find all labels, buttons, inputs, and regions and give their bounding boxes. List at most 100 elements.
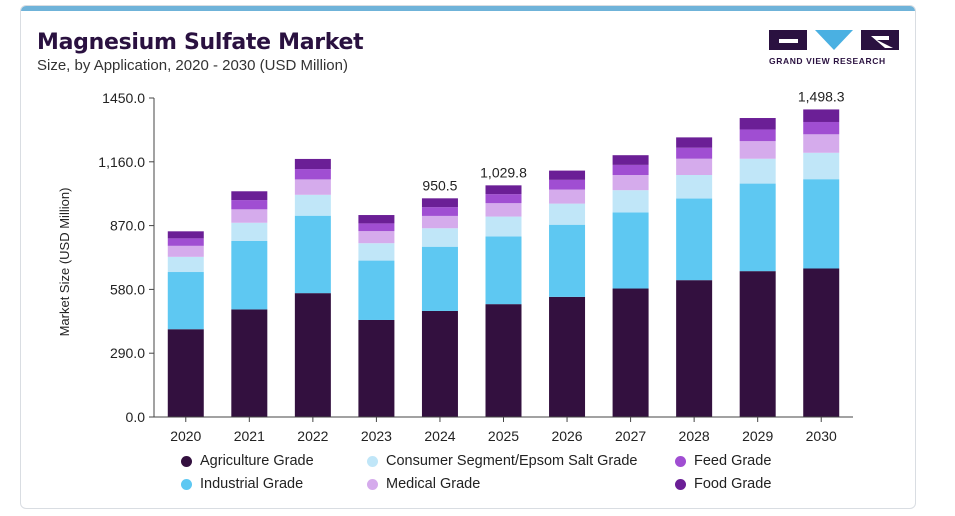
bar-segment <box>485 194 522 204</box>
legend-item: Food Grade <box>675 476 771 492</box>
bar-stack-2027 <box>612 155 649 417</box>
bar-segment <box>294 169 331 180</box>
legend-item: Feed Grade <box>675 453 771 469</box>
legend-label: Food Grade <box>694 476 772 492</box>
bar-segment <box>612 212 649 289</box>
y-tick-label: 290.0 <box>110 345 145 361</box>
bar-segment <box>803 134 840 153</box>
bar-segment <box>485 203 522 217</box>
bar-segment <box>803 152 840 180</box>
x-tick-label: 2020 <box>170 428 201 444</box>
bar-segment <box>676 147 713 159</box>
legend-label: Consumer Segment/Epsom Salt Grade <box>386 453 638 469</box>
bar-segment <box>739 271 776 417</box>
bar-segment <box>167 238 204 246</box>
legend-swatch <box>181 478 192 490</box>
bar-segment <box>549 179 586 190</box>
bar-stack-2020 <box>167 231 204 417</box>
bar-segment <box>485 216 522 237</box>
y-tick-label: 870.0 <box>110 218 145 234</box>
bar-segment <box>167 245 204 257</box>
x-tick-label: 2030 <box>806 428 837 444</box>
grand-view-research-logo <box>769 30 899 50</box>
bar-segment <box>612 175 649 191</box>
x-tick-label: 2023 <box>361 428 392 444</box>
bar-segment <box>676 158 713 175</box>
chart-card: Magnesium Sulfate Market Size, by Applic… <box>20 5 916 509</box>
bar-segment <box>167 256 204 273</box>
bar-segment <box>358 243 395 261</box>
bar-segment <box>739 118 776 130</box>
x-tick-label: 2029 <box>742 428 773 444</box>
logo-text: GRAND VIEW RESEARCH <box>769 56 886 66</box>
bar-segment <box>231 191 268 201</box>
logo-chevron <box>815 30 853 50</box>
stacked-bar-chart: Market Size (USD Million) 0.0 290.0 580.0 8… <box>57 88 853 444</box>
y-tick-label: 1,160.0 <box>98 154 145 170</box>
bar-segment <box>167 272 204 330</box>
x-axis: 2020 2021 2022 2023 2024 2025 2026 2027 2028 2029… <box>154 416 853 444</box>
bar-segment <box>358 231 395 244</box>
bar-segment <box>485 236 522 305</box>
bar-segment <box>676 175 713 199</box>
bar-segment <box>739 141 776 159</box>
y-tick-label: 1450.0 <box>102 90 145 106</box>
bar-segment <box>803 179 840 269</box>
legend: Agriculture Grade Consumer Segment/Epsom … <box>181 453 821 499</box>
y-tick-label: 0.0 <box>126 409 146 425</box>
bar-stack-2024 <box>421 198 458 417</box>
bar-stack-2025 <box>485 185 522 417</box>
bar-segment <box>358 223 395 232</box>
legend-swatch <box>367 455 378 467</box>
bar-segment <box>803 121 840 135</box>
x-tick-label: 2022 <box>297 428 328 444</box>
x-tick-label: 2027 <box>615 428 646 444</box>
bar-segment <box>549 203 586 225</box>
bar-stack-2021 <box>231 191 268 417</box>
y-axis: 0.0 290.0 580.0 870.0 1,160.0 1450.0 <box>98 90 155 425</box>
chart-title: Magnesium Sulfate Market <box>37 30 364 55</box>
bar-segment <box>294 158 331 170</box>
bar-stack-2026 <box>549 170 586 417</box>
legend-label: Medical Grade <box>386 476 481 492</box>
bar-segment <box>358 319 395 417</box>
legend-label: Industrial Grade <box>200 476 304 492</box>
x-tick-label: 2028 <box>679 428 710 444</box>
x-tick-label: 2026 <box>551 428 582 444</box>
bar-segment <box>167 329 204 417</box>
bar-segment <box>421 198 458 208</box>
bar-segment <box>294 215 331 294</box>
y-axis-label: Market Size (USD Million) <box>57 188 72 337</box>
bar-stack-2023 <box>358 215 395 417</box>
bar-segment <box>549 189 586 204</box>
bar-segment <box>294 179 331 195</box>
bar-segment <box>231 200 268 210</box>
bar-segment <box>549 224 586 297</box>
legend-item: Consumer Segment/Epsom Salt Grade <box>367 453 637 469</box>
bar-segment <box>803 268 840 417</box>
x-tick-label: 2024 <box>424 428 455 444</box>
legend-swatch <box>181 455 192 467</box>
bars-group <box>167 109 840 417</box>
bar-stack-2030 <box>803 109 840 417</box>
legend-swatch <box>675 455 686 467</box>
bar-segment <box>549 296 586 417</box>
bar-segment <box>612 288 649 417</box>
bar-segment <box>612 155 649 165</box>
bar-segment <box>167 231 204 239</box>
bar-segment <box>549 170 586 180</box>
legend-label: Agriculture Grade <box>200 453 314 469</box>
data-labels: 950.5 1,029.8 1,498.3 <box>422 88 844 193</box>
legend-swatch <box>367 478 378 490</box>
bar-segment <box>739 158 776 184</box>
bar-segment <box>485 185 522 195</box>
data-label: 1,498.3 <box>798 88 845 104</box>
bar-stack-2028 <box>676 137 713 417</box>
legend-item: Agriculture Grade <box>181 453 314 469</box>
bar-segment <box>358 260 395 320</box>
bar-segment <box>421 246 458 311</box>
bar-segment <box>358 215 395 224</box>
bar-segment <box>421 310 458 417</box>
bar-segment <box>231 222 268 241</box>
top-accent-bar <box>21 6 915 11</box>
